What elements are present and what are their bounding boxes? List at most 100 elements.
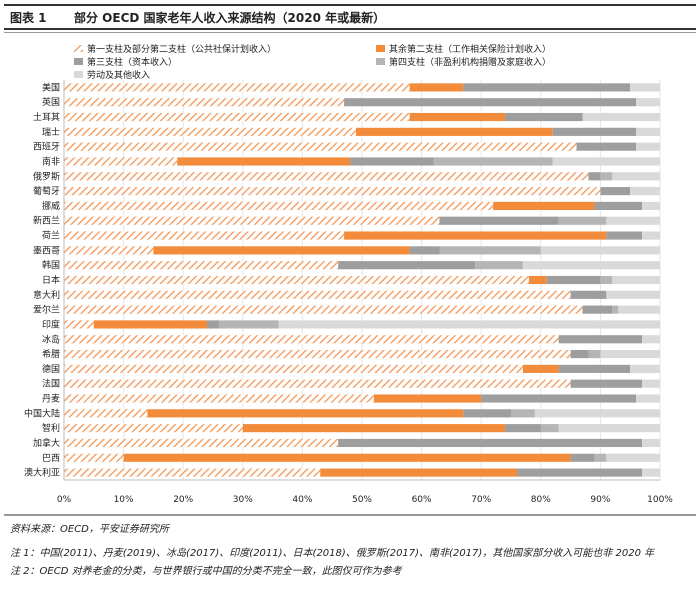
bar-segment [612, 275, 660, 285]
bar-segment [64, 438, 339, 448]
bar-segment [606, 231, 643, 240]
bar-segment [606, 216, 660, 225]
bar-segment [64, 112, 410, 122]
bar-segment [64, 379, 571, 388]
bar-segment [463, 409, 511, 418]
legend-label: 第三支柱（资本收入） [87, 56, 177, 68]
bar-segment [64, 83, 410, 92]
bar-segment [463, 83, 631, 92]
y-tick-label: 荷兰 [42, 230, 60, 242]
y-tick-label: 巴西 [42, 453, 60, 464]
x-tick-label: 30% [233, 495, 253, 505]
y-tick-label: 土耳其 [33, 111, 60, 123]
legend-swatch [376, 58, 385, 65]
y-tick-label: 中国大陆 [24, 407, 60, 419]
y-tick-label: 日本 [42, 274, 60, 286]
bar-segment [588, 350, 601, 359]
bar-segment [642, 201, 660, 210]
legend-label: 劳动及其他收入 [87, 69, 150, 81]
bar-segment [344, 98, 637, 107]
bar-segment [475, 261, 523, 270]
bar-segment [64, 187, 601, 196]
bar-segment [522, 261, 660, 270]
bar-segment [481, 394, 637, 403]
figure-title: 部分 OECD 国家老年人收入来源结构（2020 年或最新） [74, 11, 386, 25]
y-tick-label: 瑞士 [42, 126, 60, 138]
x-tick-label: 20% [173, 495, 193, 505]
bar-segment [64, 201, 494, 210]
footnote-2: 注 2：OECD 对养老金的分类，与世界银行或中国的分类不完全一致，此图仅可作为… [10, 566, 402, 577]
bar-segment [409, 112, 506, 122]
bar-segment [242, 424, 506, 433]
bar-segment [218, 320, 279, 329]
bar-segment [630, 83, 660, 92]
y-tick-label: 加拿大 [33, 437, 60, 449]
bar-segment [642, 379, 660, 388]
bar-segment [338, 438, 643, 448]
bar-segment [356, 127, 553, 136]
y-tick-label: 新西兰 [33, 215, 60, 227]
y-axis: 美国英国土耳其瑞士西班牙南非俄罗斯葡萄牙挪威新西兰荷兰墨西哥韩国日本意大利爱尔兰… [24, 80, 65, 480]
bar-segment [373, 394, 482, 403]
bar-segment [64, 364, 523, 373]
bar-segment [64, 335, 559, 344]
bar-segment [64, 172, 589, 181]
bar-segment [207, 320, 219, 329]
income-structure-chart: 第一支柱及部分第二支柱（公共社保计划收入） 其余第二支柱（工作相关保险计划收入）第… [24, 43, 673, 505]
bar-segment [511, 409, 535, 418]
y-tick-label: 韩国 [42, 259, 60, 271]
y-tick-label: 意大利 [33, 289, 60, 301]
bar-segment [600, 172, 613, 181]
y-tick-label: 挪威 [42, 200, 60, 212]
bar-segment [350, 157, 434, 166]
bar-segment [505, 424, 541, 433]
x-tick-label: 40% [292, 495, 312, 505]
bar-segment [64, 231, 345, 240]
bar-segment [576, 142, 637, 151]
legend-label: 第一支柱及部分第二支柱（公共社保计划收入） [87, 43, 276, 55]
bar-segment [409, 83, 464, 92]
bar-segment [344, 231, 607, 240]
y-tick-label: 智利 [42, 422, 60, 434]
y-tick-label: 丹麦 [42, 393, 60, 405]
figure-header: 图表 1 部分 OECD 国家老年人收入来源结构（2020 年或最新） [4, 4, 696, 30]
bar-segment [582, 112, 660, 122]
bar-segment [606, 290, 660, 299]
bar-segment [612, 305, 619, 314]
bar-segment [64, 216, 440, 225]
legend-label: 其余第二支柱（工作相关保险计划收入） [389, 43, 551, 55]
bar-segment [558, 216, 607, 225]
legend-label: 第四支柱（非盈利机构捐赠及家庭收入） [389, 56, 551, 68]
x-tick-label: 90% [590, 495, 610, 505]
bar-segment [594, 201, 643, 210]
legend-swatch [74, 71, 83, 78]
bar-segment [64, 127, 357, 136]
footer-divider [4, 514, 696, 515]
bar-segment [64, 453, 124, 462]
bar-segment [64, 246, 154, 255]
bar-segment [64, 142, 577, 151]
bar-segment [64, 320, 94, 329]
bar-segment [153, 246, 410, 255]
y-tick-label: 西班牙 [33, 141, 60, 153]
bar-segment [600, 350, 660, 359]
bar-segment [64, 350, 571, 359]
x-tick-label: 50% [352, 495, 372, 505]
bar-segment [642, 468, 660, 477]
bar-segment [642, 335, 660, 344]
y-tick-label: 希腊 [42, 348, 60, 360]
bar-segment [570, 379, 643, 388]
bar-segment [552, 157, 660, 166]
y-tick-label: 德国 [42, 363, 60, 375]
bar-segment [546, 275, 601, 285]
chart-bars [64, 83, 660, 477]
y-tick-label: 俄罗斯 [33, 170, 60, 182]
bar-segment [64, 261, 339, 270]
x-tick-label: 70% [471, 495, 491, 505]
bar-segment [64, 394, 374, 403]
bar-segment [278, 320, 660, 329]
x-tick-label: 60% [412, 495, 432, 505]
chart-legend: 第一支柱及部分第二支柱（公共社保计划收入） 其余第二支柱（工作相关保险计划收入）第… [74, 43, 551, 81]
x-tick-label: 100% [647, 495, 673, 505]
bar-segment [582, 305, 613, 314]
